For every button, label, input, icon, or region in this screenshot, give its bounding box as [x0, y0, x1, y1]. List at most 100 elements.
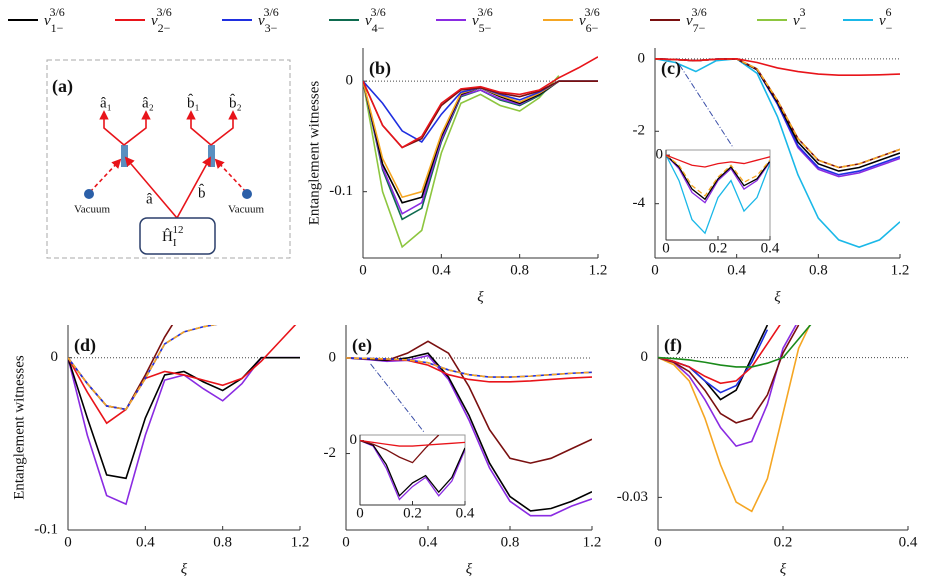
series-group	[68, 325, 300, 506]
legend-entry: v5− 3/6	[436, 5, 493, 35]
panel: 0 0.4 0.8 1.2 0 -0.1 (b) ξ Entanglement witnesse…	[306, 48, 607, 305]
x-tick-label: 1.2	[589, 262, 608, 278]
x-tick-label: 0.8	[809, 262, 828, 278]
series-line	[68, 325, 218, 411]
series-line	[666, 154, 770, 201]
series-line	[360, 439, 465, 497]
series-line	[363, 80, 598, 221]
series-group	[346, 340, 592, 517]
series-group	[360, 435, 465, 501]
series-line	[655, 58, 900, 248]
y-tick-label: -0.03	[617, 489, 648, 505]
y-axis-label: Entanglement witnesses	[11, 355, 27, 500]
vacuum-label: Vacuum	[74, 204, 110, 216]
series-line	[666, 154, 770, 204]
legend-base: v	[579, 13, 586, 29]
series-line	[360, 439, 465, 447]
legend-sup: 3/6	[263, 5, 278, 19]
panel-label: (e)	[352, 335, 372, 356]
series-group	[666, 154, 770, 235]
series-line	[363, 80, 598, 149]
legend-sup: 3/6	[49, 5, 64, 19]
x-tick-label: 0.8	[213, 534, 232, 550]
y-tick-label: 0	[51, 349, 59, 365]
legend-label: v− 6	[879, 5, 893, 35]
legend-sup: 3/6	[584, 5, 599, 19]
y-tick-label: 0	[641, 349, 649, 365]
beam-splitter	[121, 145, 128, 167]
legend-sup: 3	[799, 5, 805, 19]
x-tick-label: 0	[356, 505, 364, 521]
x-tick-label: 0.4	[761, 240, 780, 256]
y-tick-label: 0	[329, 349, 337, 365]
x-tick-label: 0	[662, 240, 670, 256]
x-tick-label: 0	[359, 262, 367, 278]
x-tick-label: 0	[64, 534, 72, 550]
legend-label: v1− 3/6	[44, 5, 65, 35]
series-line	[360, 435, 440, 464]
series-line	[360, 439, 465, 501]
series-line	[363, 80, 598, 199]
x-tick-label: 0.2	[403, 505, 422, 521]
hamiltonian-sub: I	[173, 237, 177, 249]
legend-sup: 3/6	[691, 5, 706, 19]
x-axis-label: ξ	[466, 561, 473, 577]
hamiltonian-box	[139, 217, 216, 255]
inset: 0 0.2 0.4 0	[350, 432, 475, 521]
legend-base: v	[793, 13, 800, 29]
x-tick-label: 1.2	[891, 262, 910, 278]
x-tick-label: 1.2	[291, 534, 310, 550]
series-line	[68, 356, 300, 480]
legend-base: v	[686, 13, 693, 29]
output-label: b̂₁	[187, 94, 200, 112]
y-tick-label: 0	[638, 50, 646, 66]
inset: 0 0.2 0.4 0	[656, 147, 780, 257]
diagram-frame	[46, 59, 291, 259]
output-label: â₂	[142, 95, 154, 111]
legend-entry: v− 6	[843, 5, 893, 35]
hamiltonian-label: ĤI12	[162, 224, 184, 249]
panel-label: (f)	[664, 335, 682, 356]
y-tick-label: -0.1	[34, 521, 58, 537]
y-tick-label: -4	[633, 195, 646, 211]
x-tick-label: 0	[651, 262, 659, 278]
legend-base: v	[151, 13, 158, 29]
legend-entry: v− 3	[757, 5, 807, 35]
beams	[89, 110, 247, 219]
x-tick-label: 0.4	[727, 262, 746, 278]
legend-label: v7− 3/6	[686, 5, 707, 35]
legend-base: v	[258, 13, 265, 29]
inset-pointer	[370, 363, 426, 434]
x-axis-label: ξ	[774, 289, 781, 305]
x-tick-label: 0.4	[432, 262, 451, 278]
panel-label: (d)	[74, 335, 96, 356]
panel: 0 0.4 0.8 1.2 0 -2 -4 (c) ξ	[633, 48, 910, 305]
series-line	[658, 325, 811, 513]
series-line	[363, 75, 560, 249]
series-line	[655, 58, 900, 76]
legend-base: v	[472, 13, 479, 29]
y-tick-label: -2	[633, 123, 646, 139]
legend-entry: v2− 3/6	[115, 5, 172, 35]
legend-base: v	[44, 13, 51, 29]
legend-sub: 2−	[158, 21, 171, 35]
vacuum-source	[242, 189, 252, 199]
legend-base: v	[879, 13, 886, 29]
x-tick-label: 0.8	[501, 534, 520, 550]
panel: 0 0.4 0.8 1.2 0 -2 (e) ξ	[324, 325, 601, 577]
legend-sub: −	[886, 21, 893, 35]
legend-label: v4− 3/6	[365, 5, 386, 35]
output-label: â₁	[100, 95, 112, 111]
y-tick-label: 0	[350, 432, 358, 448]
series-group	[655, 58, 900, 248]
panel-label: (b)	[369, 58, 391, 79]
legend-entry: v3− 3/6	[222, 5, 279, 35]
hamiltonian-sup: 12	[173, 224, 184, 236]
vacuum-label: Vacuum	[228, 204, 264, 216]
x-tick-label: 0.4	[136, 534, 155, 550]
legend-sup: 3/6	[370, 5, 385, 19]
output-label: b̂₂	[229, 94, 242, 112]
legend-sub: 4−	[372, 21, 385, 35]
